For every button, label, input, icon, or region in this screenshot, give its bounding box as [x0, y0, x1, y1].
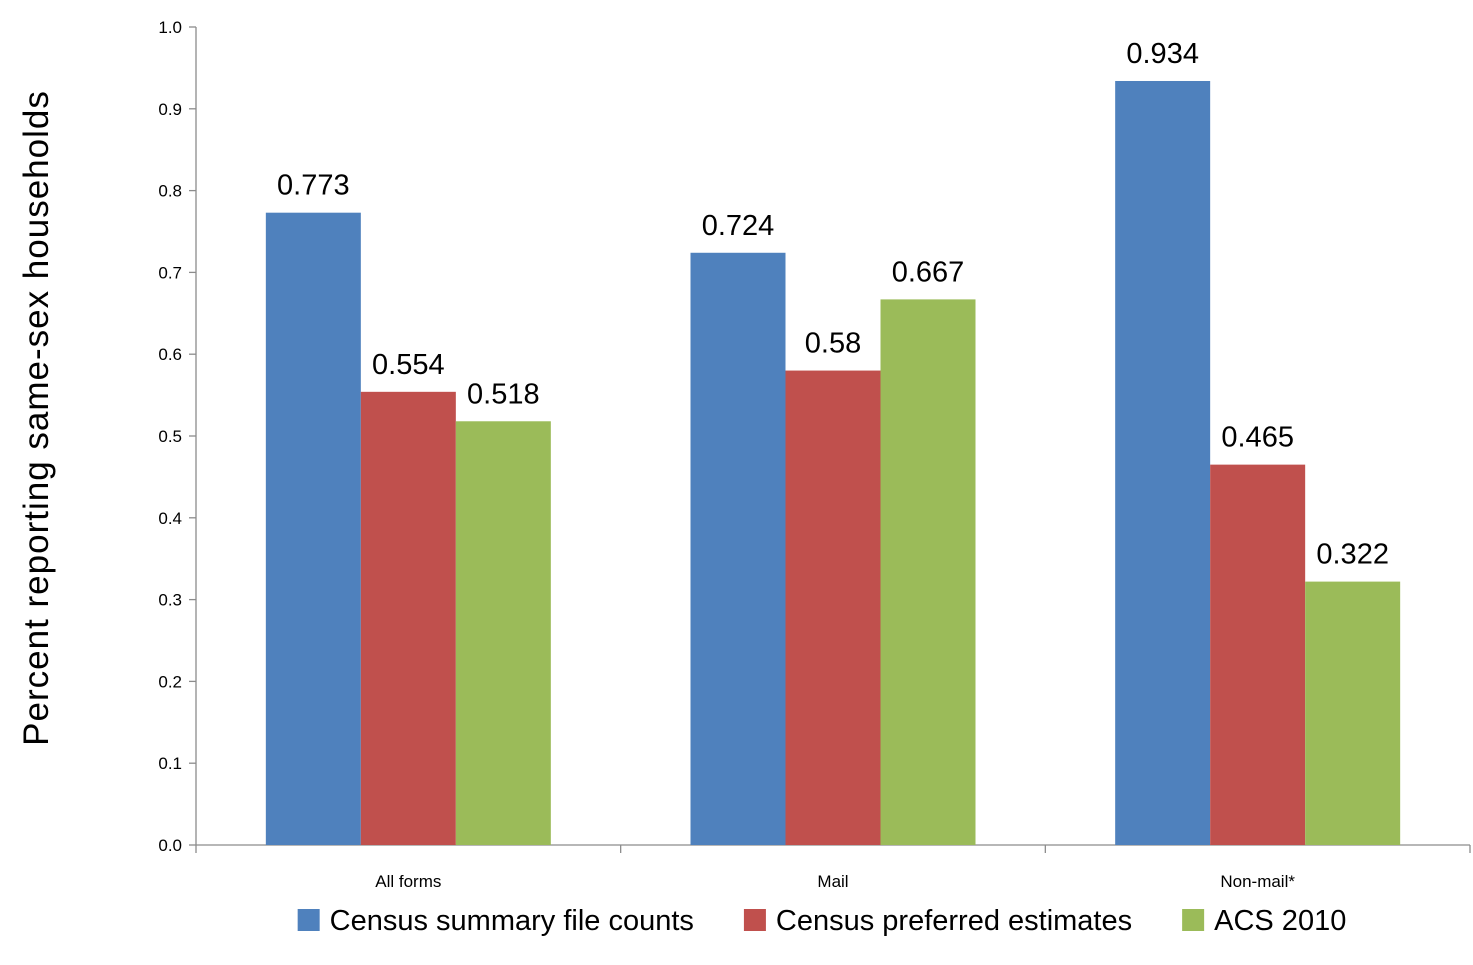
- legend-label: Census summary file counts: [330, 905, 694, 937]
- legend: Census summary file counts Census preferr…: [297, 905, 1346, 937]
- y-axis-title: Percent reporting same-sex households: [17, 90, 56, 746]
- data-label: 0.667: [892, 256, 965, 288]
- y-tick-label: 0.7: [158, 263, 182, 282]
- y-tick-label: 1.0: [158, 18, 182, 37]
- legend-swatch: [1182, 909, 1205, 931]
- legend-item: Census preferred estimates: [743, 905, 1132, 937]
- y-tick-label: 0.5: [158, 427, 182, 446]
- y-tick-label: 0.6: [158, 345, 182, 364]
- bars: [265, 80, 1401, 846]
- bar: [1210, 464, 1306, 845]
- data-label: 0.934: [1126, 38, 1199, 70]
- y-tick-label: 0.3: [158, 591, 182, 610]
- x-category-label: Mail: [817, 872, 848, 891]
- legend-label: Census preferred estimates: [776, 905, 1132, 937]
- legend-item: ACS 2010: [1182, 905, 1346, 937]
- y-tick-label: 0.9: [158, 100, 182, 119]
- data-label: 0.58: [805, 328, 861, 360]
- y-axis-title-group: Percent reporting same-sex households: [17, 90, 56, 746]
- x-category-label: All forms: [375, 872, 441, 891]
- bar: [785, 370, 881, 845]
- data-label: 0.724: [702, 210, 775, 242]
- y-tick-label: 0.2: [158, 672, 182, 691]
- y-tick-label: 0.8: [158, 182, 182, 201]
- data-label: 0.554: [372, 349, 445, 381]
- y-tick-label: 0.0: [158, 836, 182, 855]
- data-label: 0.465: [1221, 422, 1294, 454]
- bar: [690, 252, 786, 845]
- bar: [455, 421, 551, 845]
- bar: [880, 299, 976, 845]
- y-tick-label: 0.1: [158, 754, 182, 773]
- x-category-label: Non-mail*: [1220, 872, 1295, 891]
- legend-swatch: [743, 909, 766, 931]
- bar: [1305, 581, 1401, 845]
- data-labels: 0.773 0.554 0.518 0.724 0.58 0.667 0.934 0.465 0…: [277, 38, 1389, 571]
- y-tick-label: 0.4: [158, 509, 182, 528]
- legend-label: ACS 2010: [1214, 905, 1346, 937]
- data-label: 0.322: [1316, 539, 1389, 571]
- data-label: 0.518: [467, 378, 540, 410]
- bar: [265, 212, 361, 845]
- legend-item: Census summary file counts: [297, 905, 694, 937]
- bar: [360, 391, 456, 845]
- data-label: 0.773: [277, 170, 350, 202]
- legend-swatch: [297, 909, 320, 931]
- bar: [1115, 80, 1211, 846]
